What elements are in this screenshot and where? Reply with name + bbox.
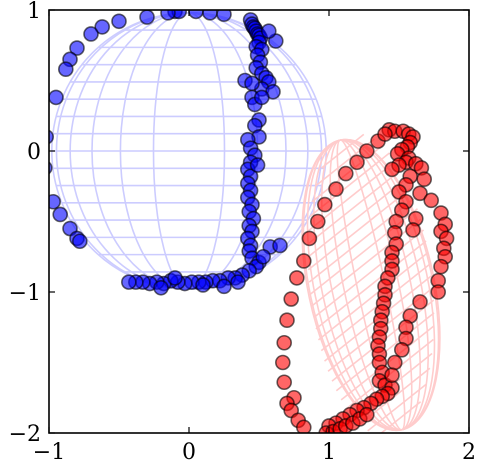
data-point [111,13,127,30]
x-tick-label: 2 [462,440,476,464]
x-tick-label: 1 [322,440,336,464]
y-tick-label: −1 [9,281,41,306]
data-point [412,294,428,310]
ellipsoid-hatch [317,251,429,341]
data-point [276,374,293,391]
data-point [230,274,246,290]
data-point [139,10,155,25]
data-point [358,406,375,423]
data-point [253,89,270,106]
data-point [288,270,305,286]
data-point [167,270,183,286]
data-point [153,279,169,296]
data-point [283,291,300,307]
ellipsoid-hatch [315,240,427,330]
data-point [49,193,61,210]
data-point [49,89,64,106]
data-point [58,61,74,78]
data-point [316,196,333,213]
data-point [377,126,393,142]
data-point [216,278,232,295]
data-point [337,165,354,182]
data-point [272,237,288,254]
data-point [121,274,137,290]
data-point [202,10,218,21]
data-point [72,233,88,250]
data-point [274,354,291,371]
series-1 [274,122,455,433]
x-tick-label: 0 [182,440,196,464]
ellipsoid-hatch [377,401,422,433]
data-point [430,284,447,300]
ellipsoid-hatch [307,169,402,245]
ellipsoid-hatch [307,188,411,271]
ellipsoid-hatch [307,178,407,258]
ellipsoid-hatch [320,263,431,352]
data-point [309,213,326,230]
data-point [296,419,312,433]
data-point [384,367,400,383]
ellipsoid-body [301,133,441,433]
y-tick-label: 1 [27,0,41,24]
x-tick-label: −1 [33,440,65,464]
data-point [412,185,428,202]
data-point [160,10,176,21]
data-point [349,154,365,171]
data-point [433,258,449,275]
axes-frame [48,9,470,434]
data-point [358,143,375,159]
data-point [94,19,110,35]
data-point [328,181,344,197]
data-point [83,26,99,42]
data-point [386,354,403,371]
data-point [405,222,421,238]
data-point [69,40,85,56]
ellipsoid-hatch [320,133,365,169]
ellipsoid-hatch [313,229,425,319]
data-point [301,230,318,247]
data-point [260,23,277,39]
y-tick-label: 0 [27,140,41,165]
data-point [384,161,400,178]
data-point [295,253,312,269]
data-point [52,206,69,223]
series-0 [49,10,288,296]
data-point [393,342,410,358]
data-point [279,312,295,329]
data-point [249,157,266,173]
ellipsoid-hatch [367,383,427,432]
ticks-layer: −1 0 1 210−1−2 [9,0,476,464]
data-point [416,171,433,187]
data-point [276,334,293,351]
ellipsoid-hatched-surface [301,133,441,433]
data-point [195,277,211,293]
data-point [188,10,204,20]
data-point [49,129,54,145]
ellipsoid-hatch [311,218,422,307]
points-layer [49,10,455,433]
data-point [244,75,260,92]
y-tick-label: −2 [9,422,41,447]
data-point [255,248,272,265]
data-point [216,10,232,23]
data-point [423,192,440,209]
